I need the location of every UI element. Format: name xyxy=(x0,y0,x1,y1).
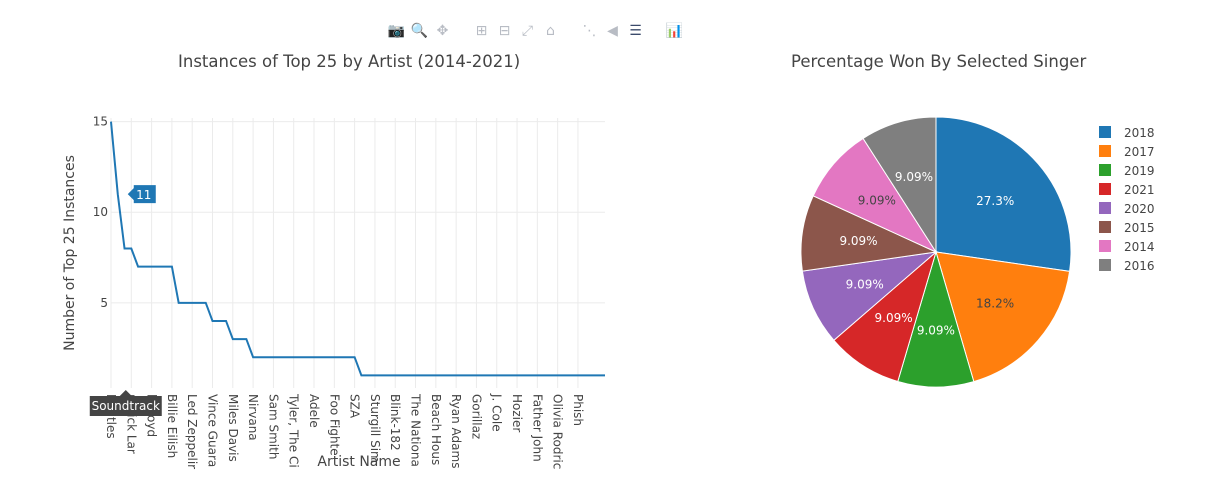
autoscale-icon[interactable]: ⤢ xyxy=(521,23,534,39)
home-icon[interactable]: ⌂ xyxy=(546,23,555,39)
hover-x-box xyxy=(89,390,162,416)
pie-slice-label: 9.09% xyxy=(875,311,913,325)
hover-closest-icon[interactable]: ◀ xyxy=(607,23,618,39)
pie-slice-2017[interactable] xyxy=(935,251,1071,383)
x-tick-label: Olivia Rodric xyxy=(551,394,565,469)
x-tick-label: Led Zeppelir xyxy=(185,394,199,469)
hover-compare-icon[interactable]: ☰ xyxy=(629,23,642,39)
y-tick-label: 10 xyxy=(93,205,108,219)
legend-swatch[interactable] xyxy=(1099,259,1111,271)
legend-item-2020[interactable]: 2020 xyxy=(1124,202,1155,216)
legend-item-2018[interactable]: 2018 xyxy=(1124,126,1155,140)
x-tick-label: The Nationa xyxy=(409,393,423,467)
line-chart-title: Instances of Top 25 by Artist (2014-2021… xyxy=(178,52,521,71)
legend-swatch[interactable] xyxy=(1099,164,1111,176)
hover-x-label: Soundtrack xyxy=(92,399,160,413)
legend-item-2021[interactable]: 2021 xyxy=(1124,183,1155,197)
x-tick-label: Hozier xyxy=(510,394,524,432)
x-tick-label: SZA xyxy=(348,394,362,419)
y-axis-title: Number of Top 25 Instances xyxy=(62,155,78,351)
x-tick-label: Sturgill Sim xyxy=(368,394,382,463)
legend-swatch[interactable] xyxy=(1099,145,1111,157)
x-tick-label: Sam Smith xyxy=(266,394,280,459)
legend-swatch[interactable] xyxy=(1099,183,1111,195)
x-tick-label: Phish xyxy=(571,394,585,426)
pie-slice-label: 9.09% xyxy=(917,323,955,337)
x-tick-label: Gorillaz xyxy=(469,394,483,439)
pie-slice-label: 18.2% xyxy=(976,296,1014,310)
pie-chart-title: Percentage Won By Selected Singer xyxy=(791,52,1087,71)
pie-slice-label: 9.09% xyxy=(846,277,884,291)
legend-item-2017[interactable]: 2017 xyxy=(1124,145,1155,159)
x-tick-label: Ryan Adams xyxy=(449,394,463,468)
pie-chart[interactable]: 27.3% 18.2% 9.09% 9.09% 9.09% 9.09% 9.09% 9.09%… xyxy=(640,0,1208,501)
hover-value-label: 11 xyxy=(136,188,151,202)
x-tick-label: Father John xyxy=(530,394,544,462)
x-tick-label: Billie Eilish xyxy=(165,394,179,458)
x-tick-label: Beach Hous xyxy=(429,394,443,465)
spike-lines-icon[interactable]: ⋱ xyxy=(582,23,597,39)
y-tick-label: 15 xyxy=(93,115,108,129)
series-line[interactable] xyxy=(110,121,605,377)
x-tick-label: Adele xyxy=(307,394,321,428)
pie-slice-label: 9.09% xyxy=(895,170,933,184)
zoom-out-icon[interactable]: ⊟ xyxy=(498,23,511,39)
legend-item-2014[interactable]: 2014 xyxy=(1124,240,1155,254)
hover-value-box xyxy=(127,185,156,204)
x-tick-label: Vince Guara xyxy=(206,394,220,467)
camera-icon[interactable]: 📷 xyxy=(387,23,406,39)
pie-slice-label: 9.09% xyxy=(858,194,896,208)
x-tick-label: Foo Fighte xyxy=(327,394,341,456)
pan-icon[interactable]: ✥ xyxy=(436,23,449,39)
x-tick-label: Blink-182 xyxy=(388,394,402,451)
y-tick-label: 5 xyxy=(100,296,108,310)
x-axis-title: Artist Name xyxy=(317,454,400,470)
zoom-in-icon[interactable]: ⊞ xyxy=(475,23,488,39)
plotly-logo-icon[interactable]: 📊 xyxy=(665,23,684,39)
legend-swatch[interactable] xyxy=(1099,221,1111,233)
pie-slice-label: 9.09% xyxy=(839,234,877,248)
pie-slice-2016[interactable] xyxy=(862,116,937,254)
pie-slice-label: 27.3% xyxy=(976,194,1014,208)
legend-item-2015[interactable]: 2015 xyxy=(1124,221,1155,235)
modebar: 📷 🔍 ✥ ⊞ ⊟ ⤢ ⌂ ⋱ ◀ ☰ 📊 xyxy=(388,20,683,42)
pie-slice-2018[interactable] xyxy=(935,116,1072,272)
legend-item-2019[interactable]: 2019 xyxy=(1124,164,1155,178)
x-tick-label: Tyler, The Ci xyxy=(287,393,301,468)
x-tick-label: Miles Davis xyxy=(226,394,240,462)
x-tick-label: J. Cole xyxy=(490,393,504,432)
legend-item-2016[interactable]: 2016 xyxy=(1124,259,1155,273)
legend-swatch[interactable] xyxy=(1099,202,1111,214)
zoom-icon[interactable]: 🔍 xyxy=(410,23,429,39)
legend-swatch[interactable] xyxy=(1099,240,1111,252)
legend-swatch[interactable] xyxy=(1099,126,1111,138)
x-tick-label: Nirvana xyxy=(246,394,260,441)
